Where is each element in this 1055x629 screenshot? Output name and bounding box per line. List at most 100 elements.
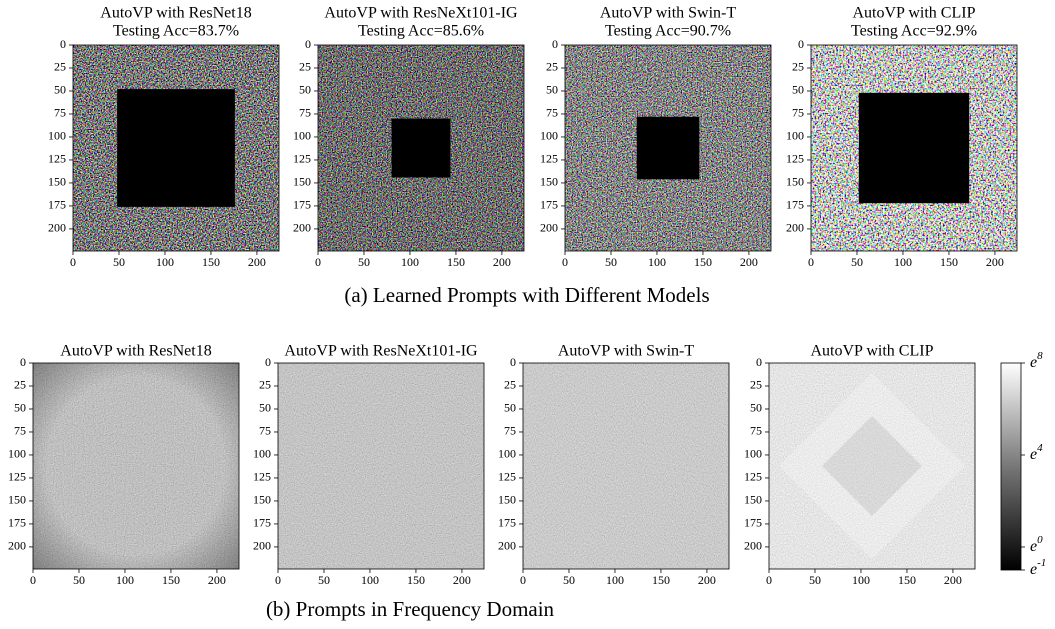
y-tick-label: 0 (510, 355, 516, 369)
y-tick-label: 25 (259, 378, 271, 392)
masked-region (858, 92, 970, 204)
axes-frame (72, 44, 280, 252)
x-tick-label: 200 (248, 255, 266, 269)
y-tick-label: 100 (48, 129, 66, 143)
x-tick-label: 200 (453, 573, 471, 587)
y-tick-label: 75 (792, 106, 804, 120)
y-tick-label: 150 (744, 493, 762, 507)
y-tick-label: 50 (792, 83, 804, 97)
colorbar-tick-label: e0 (1030, 534, 1043, 555)
colorbar-tick-label: e8 (1030, 350, 1043, 371)
y-tick-label: 50 (259, 401, 271, 415)
y-tick-label: 25 (792, 60, 804, 74)
panel-subtitle: Testing Acc=85.6% (358, 23, 484, 40)
x-tick-label: 0 (315, 255, 321, 269)
spectrum-image (769, 363, 975, 569)
y-tick-label: 50 (14, 401, 26, 415)
colorbar (1000, 362, 1022, 571)
y-tick-label: 125 (540, 152, 558, 166)
x-tick-label: 50 (73, 573, 85, 587)
colorbar-base: e (1030, 446, 1037, 463)
y-tick-label: 200 (293, 221, 311, 235)
axes-frame (277, 362, 485, 570)
colorbar-tick-label: e-1 (1030, 557, 1046, 578)
panel-subtitle: Testing Acc=83.7% (113, 23, 239, 40)
diamond-inner (822, 416, 922, 516)
x-tick-label: 150 (694, 255, 712, 269)
y-tick-label: 25 (546, 60, 558, 74)
x-tick-label: 150 (202, 255, 220, 269)
x-tick-label: 50 (318, 573, 330, 587)
panel-title: AutoVP with ResNet18 (60, 343, 211, 360)
axes-frame (768, 362, 976, 570)
colorbar-exponent: 4 (1037, 442, 1043, 454)
y-tick-label: 200 (540, 221, 558, 235)
y-tick-label: 75 (259, 424, 271, 438)
colorbar-base: e (1030, 354, 1037, 371)
y-tick-label: 75 (546, 106, 558, 120)
y-tick-label: 175 (8, 516, 26, 530)
y-tick-label: 0 (756, 355, 762, 369)
y-tick-label: 75 (299, 106, 311, 120)
x-tick-label: 0 (70, 255, 76, 269)
diamond (779, 373, 965, 559)
y-tick-label: 150 (498, 493, 516, 507)
y-tick-label: 125 (498, 470, 516, 484)
y-tick-label: 50 (54, 83, 66, 97)
y-tick-label: 200 (786, 221, 804, 235)
x-tick-label: 0 (520, 573, 526, 587)
x-tick-label: 200 (986, 255, 1004, 269)
x-tick-label: 0 (562, 255, 568, 269)
y-tick-label: 100 (498, 447, 516, 461)
y-tick-label: 125 (8, 470, 26, 484)
panel-title: AutoVP with ResNeXt101-IG (324, 5, 518, 22)
y-tick-label: 175 (786, 198, 804, 212)
caption: (b) Prompts in Frequency Domain (266, 597, 555, 621)
x-tick-label: 200 (493, 255, 511, 269)
y-tick-label: 150 (48, 175, 66, 189)
masked-region (636, 116, 700, 180)
y-tick-label: 75 (14, 424, 26, 438)
y-tick-label: 0 (265, 355, 271, 369)
axes-frame (810, 44, 1018, 252)
y-tick-label: 50 (504, 401, 516, 415)
x-tick-label: 50 (605, 255, 617, 269)
x-tick-label: 100 (606, 573, 624, 587)
y-tick-label: 0 (60, 37, 66, 51)
y-tick-label: 150 (786, 175, 804, 189)
y-tick-label: 75 (54, 106, 66, 120)
colorbar-base: e (1030, 538, 1037, 555)
x-tick-label: 0 (30, 573, 36, 587)
x-tick-label: 200 (698, 573, 716, 587)
x-tick-label: 200 (740, 255, 758, 269)
panel-subtitle: Testing Acc=92.9% (851, 23, 977, 40)
y-tick-label: 100 (253, 447, 271, 461)
y-tick-label: 25 (14, 378, 26, 392)
colorbar-exponent: 8 (1037, 350, 1043, 362)
masked-region (117, 89, 235, 207)
y-tick-label: 200 (744, 539, 762, 553)
masked-region (391, 118, 451, 178)
y-tick-label: 125 (48, 152, 66, 166)
x-tick-label: 150 (652, 573, 670, 587)
y-tick-label: 125 (253, 470, 271, 484)
spectrum-image (523, 363, 729, 569)
caption: (a) Learned Prompts with Different Model… (344, 283, 709, 307)
y-tick-label: 200 (253, 539, 271, 553)
x-tick-label: 0 (808, 255, 814, 269)
y-tick-label: 125 (293, 152, 311, 166)
axes-frame (522, 362, 730, 570)
y-tick-label: 100 (786, 129, 804, 143)
panel-title: AutoVP with CLIP (853, 5, 976, 22)
axes-frame (32, 362, 240, 570)
x-tick-label: 100 (648, 255, 666, 269)
axes-frame (317, 44, 525, 252)
y-tick-label: 200 (48, 221, 66, 235)
x-tick-label: 100 (894, 255, 912, 269)
colorbar-base: e (1030, 561, 1037, 578)
colorbar-tick-label: e4 (1030, 442, 1043, 463)
colorbar-exponent: -1 (1037, 557, 1046, 569)
y-tick-label: 125 (744, 470, 762, 484)
y-tick-label: 0 (20, 355, 26, 369)
